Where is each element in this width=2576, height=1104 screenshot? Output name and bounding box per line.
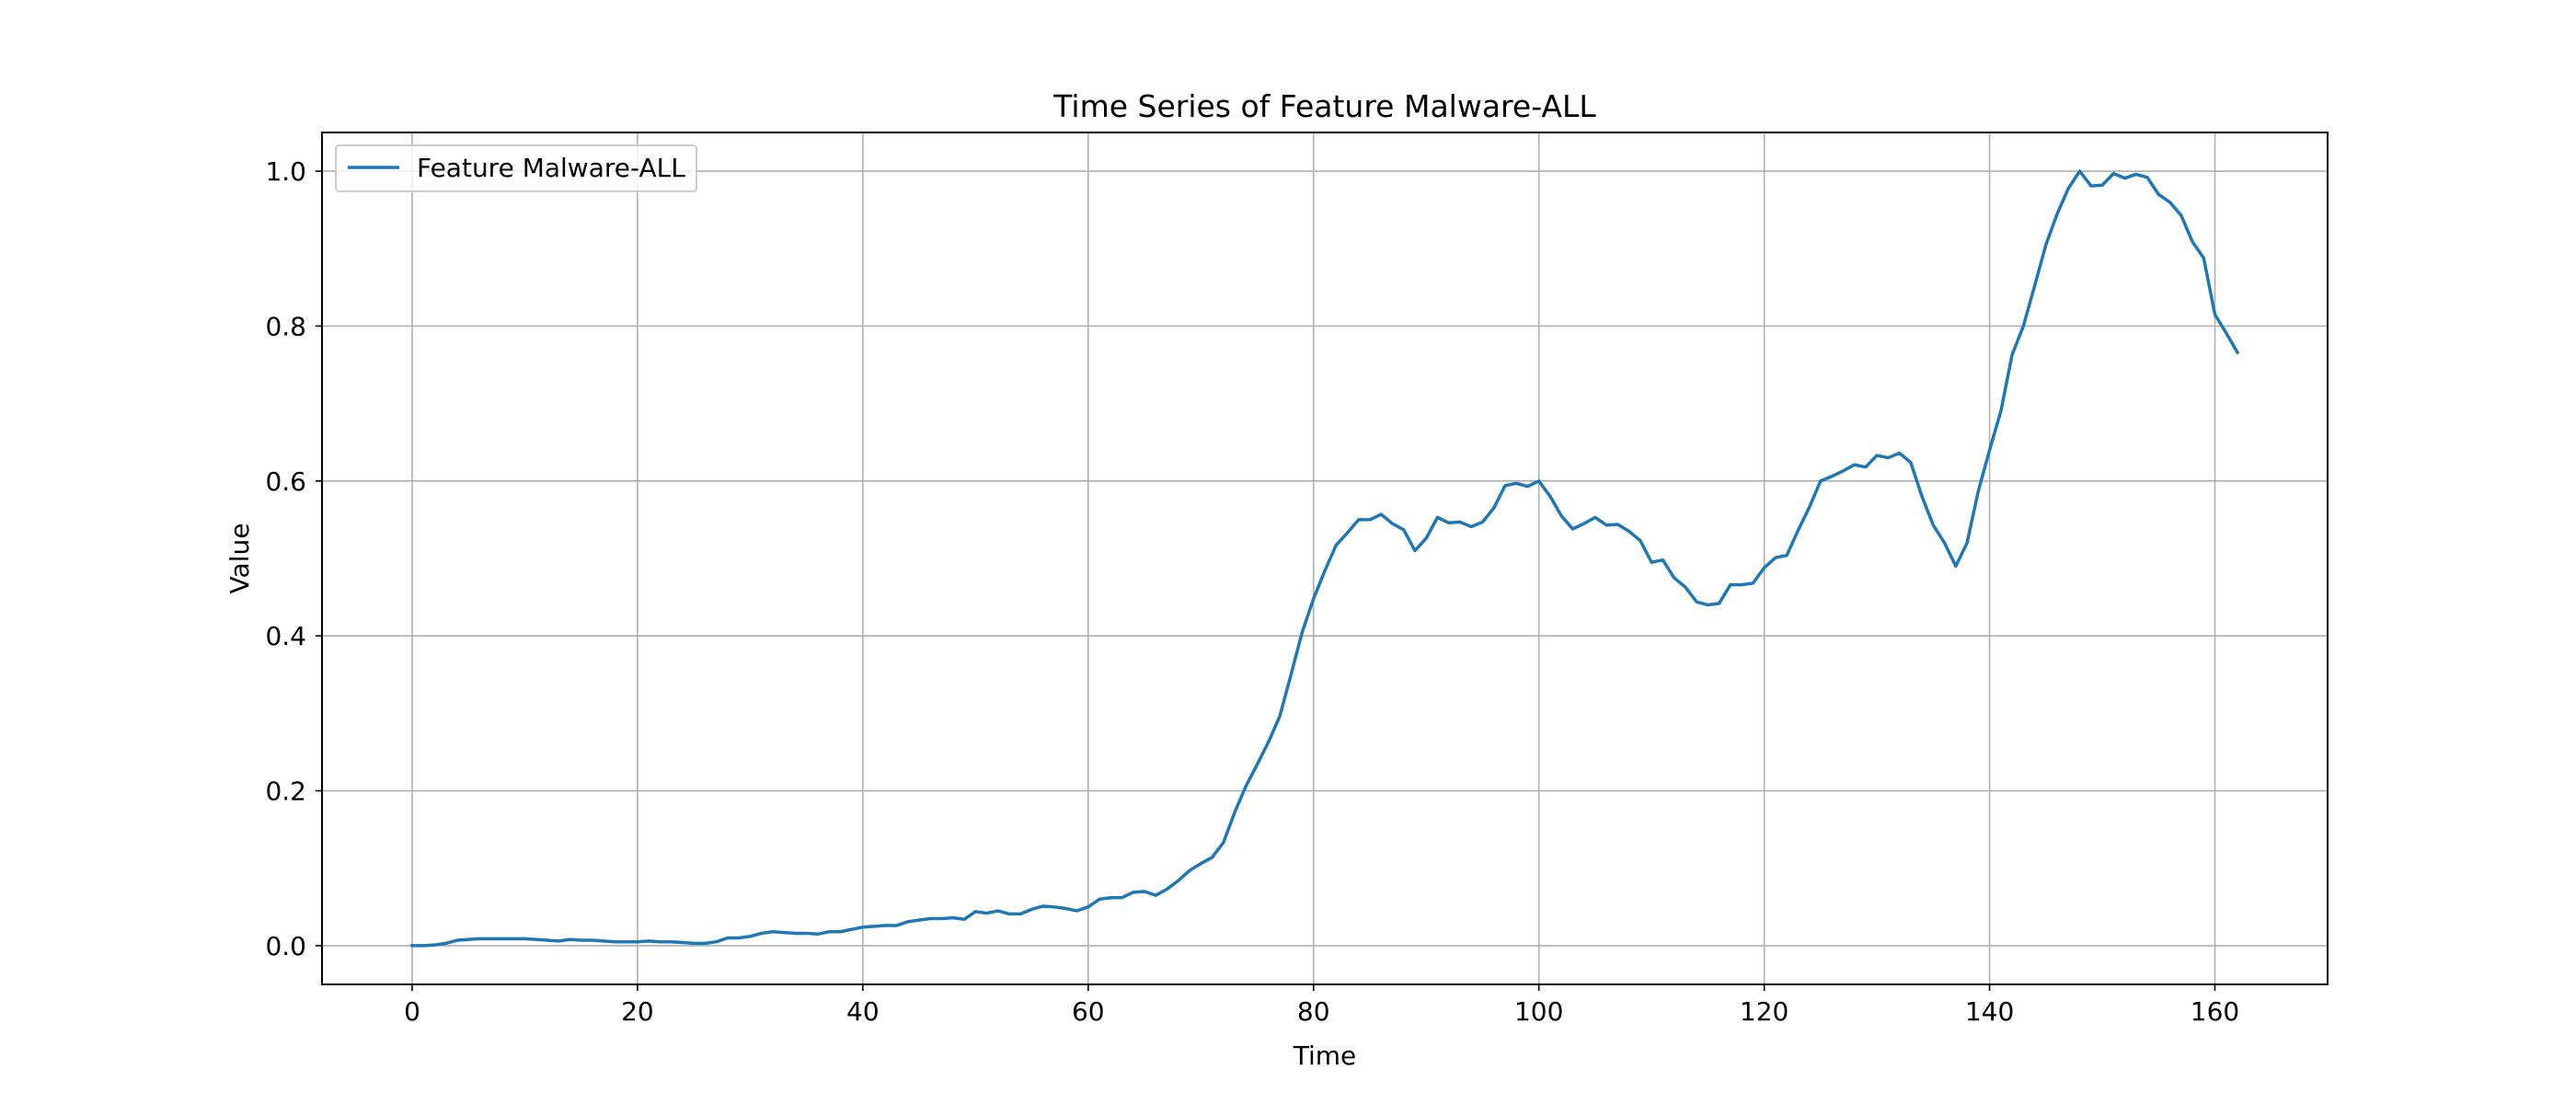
plot-frame — [321, 132, 2329, 985]
x-tick-label: 100 — [1514, 996, 1563, 1027]
y-tick-label: 1.0 — [265, 156, 306, 187]
y-tick-label: 0.2 — [265, 776, 306, 807]
y-tick-label: 0.8 — [265, 311, 306, 341]
x-tick-label: 120 — [1740, 996, 1788, 1027]
chart-title: Time Series of Feature Malware-ALL — [1052, 88, 1596, 124]
y-tick-label: 0.4 — [265, 621, 306, 651]
series-line — [410, 169, 2240, 948]
legend-box — [335, 144, 697, 192]
legend-entry-label: Feature Malware-ALL — [417, 153, 685, 183]
y-axis-ticks: 0.0 0.2 0.4 0.6 0.8 1.0 — [265, 156, 322, 961]
x-tick-label: 80 — [1297, 996, 1330, 1027]
y-tick-label: 0.0 — [265, 931, 306, 961]
x-tick-label: 60 — [1072, 996, 1105, 1027]
x-tick-label: 20 — [621, 996, 654, 1027]
grid — [322, 132, 2328, 984]
x-tick-label: 160 — [2191, 996, 2239, 1027]
x-axis-ticks: 0 20 40 60 80 100 120 140 160 — [404, 984, 2239, 1027]
x-tick-label: 0 — [404, 996, 420, 1027]
series-layer — [410, 169, 2240, 948]
x-tick-label: 40 — [846, 996, 880, 1027]
y-tick-label: 0.6 — [265, 466, 306, 497]
y-axis-label: Value — [224, 523, 255, 594]
x-axis-label: Time — [1293, 1041, 1357, 1071]
legend: Feature Malware-ALL — [335, 144, 697, 192]
x-tick-label: 140 — [1965, 996, 2014, 1027]
